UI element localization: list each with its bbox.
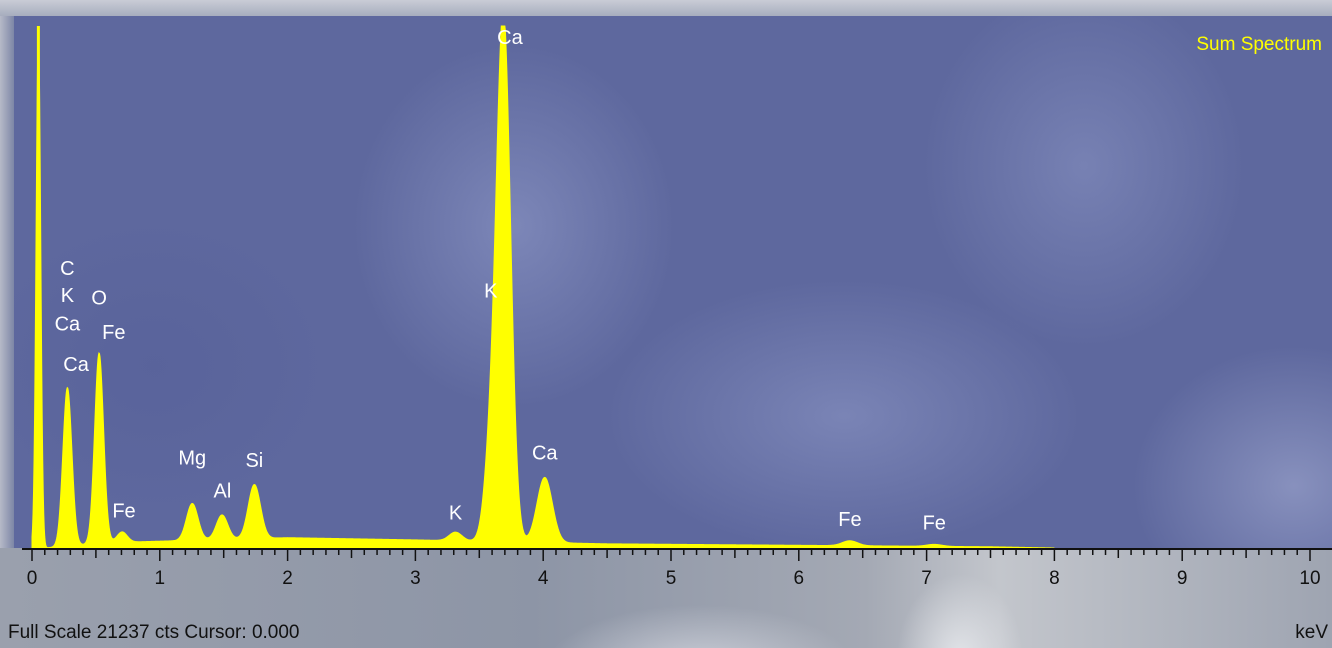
x-tick-label: 9 [1177,568,1188,589]
peak-label: Ca [55,313,81,335]
left-frame [0,16,14,548]
x-tick-label: 4 [538,568,549,589]
peak-label: Fe [923,513,946,535]
peak-label: Fe [102,322,125,344]
peak-label: Mg [178,447,206,469]
x-tick-label: 8 [1049,568,1060,589]
chart-title: Sum Spectrum [1196,34,1322,55]
x-axis: 0 1 2 3 4 5 6 7 8 9 10 [22,548,1332,589]
peak-label: O [91,288,107,310]
axis-area-background [0,548,1332,648]
peak-label: K [484,280,498,302]
full-scale-cursor-readout: Full Scale 21237 cts Cursor: 0.000 [8,622,300,643]
x-axis-unit-label: keV [1295,622,1328,643]
x-tick-label: 10 [1299,568,1320,589]
peak-label: Ca [63,354,89,376]
peak-label: Fe [838,509,861,531]
peak-label: C [60,258,74,280]
peak-label: K [449,503,463,525]
peak-label: Ca [497,27,523,49]
x-tick-label: 0 [27,568,38,589]
x-tick-label: 7 [921,568,932,589]
peak-label: Si [245,450,263,472]
spectrum-layer [31,25,1055,549]
peak-label: Ca [532,443,558,465]
sem-image-background [14,16,1332,548]
x-tick-label: 2 [282,568,293,589]
x-tick-label: 3 [410,568,421,589]
peak-label: Al [214,481,232,503]
peak-label: Fe [112,500,135,522]
spectrum-fill [31,25,1055,549]
peak-label: K [61,285,75,307]
x-tick-label: 5 [666,568,677,589]
top-frame [0,0,1332,16]
x-tick-label: 6 [794,568,805,589]
x-tick-label: 1 [155,568,166,589]
